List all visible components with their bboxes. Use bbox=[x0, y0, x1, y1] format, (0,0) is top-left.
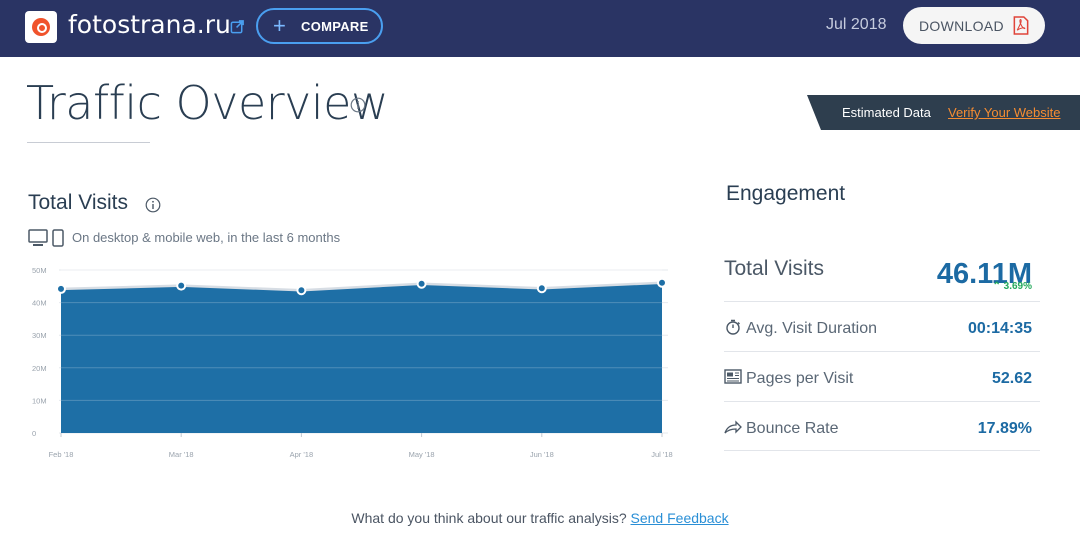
data-point bbox=[536, 283, 547, 294]
x-tick-label: Mar '18 bbox=[169, 450, 194, 459]
total-visits-value: 46.11M bbox=[936, 258, 1032, 290]
pdf-icon bbox=[1013, 16, 1029, 35]
bounce-rate-label: Bounce Rate bbox=[746, 420, 839, 437]
info-icon[interactable] bbox=[350, 97, 366, 113]
pages-per-visit-label: Pages per Visit bbox=[746, 370, 854, 387]
site-name[interactable]: fotostrana.ru bbox=[68, 10, 231, 39]
date-selector[interactable]: Jul 2018 bbox=[826, 16, 887, 33]
y-tick-label: 30M bbox=[32, 331, 47, 340]
x-tick-label: Feb '18 bbox=[49, 450, 74, 459]
top-bar: fotostrana.ru + COMPARE Jul 2018 DOWNLOA… bbox=[0, 0, 1080, 57]
y-tick-label: 40M bbox=[32, 299, 47, 308]
y-tick-label: 50M bbox=[32, 266, 47, 275]
x-tick-label: Jul '18 bbox=[651, 450, 672, 459]
engagement-avg-duration: Avg. Visit Duration 00:14:35 bbox=[724, 302, 1040, 352]
bounce-arrow-icon bbox=[724, 420, 742, 434]
x-tick-label: Apr '18 bbox=[290, 450, 314, 459]
plus-icon: + bbox=[273, 13, 287, 38]
pages-per-visit-value: 52.62 bbox=[991, 370, 1032, 387]
data-point bbox=[296, 285, 307, 296]
avg-duration-label: Avg. Visit Duration bbox=[746, 320, 878, 337]
total-visits-subtitle: On desktop & mobile web, in the last 6 m… bbox=[72, 230, 341, 245]
verify-website-link[interactable]: Verify Your Website bbox=[948, 105, 1061, 120]
engagement-total-visits: Total Visits 46.11M ⌃ 3.69% bbox=[724, 240, 1040, 302]
visits-line bbox=[60, 281, 663, 292]
total-visits-delta: 3.69% bbox=[1003, 281, 1032, 292]
visits-area bbox=[61, 282, 662, 433]
pages-icon bbox=[724, 369, 742, 384]
download-button[interactable]: DOWNLOAD bbox=[903, 7, 1045, 44]
total-visits-chart: 0 10M 20M 30M 40M 50M Feb '18 Mar '18 Apr '18 May… bbox=[32, 266, 673, 459]
feedback-prompt: What do you think about our traffic anal… bbox=[0, 510, 1080, 526]
bounce-rate-value: 17.89% bbox=[977, 420, 1032, 437]
compare-label: COMPARE bbox=[301, 19, 369, 34]
total-visits-label: Total Visits bbox=[724, 257, 824, 280]
arrow-up-icon: ⌃ bbox=[992, 281, 1004, 292]
engagement-bounce-rate: Bounce Rate 17.89% bbox=[724, 402, 1040, 451]
estimated-data-banner: Estimated Data Verify Your Website bbox=[807, 95, 1080, 130]
data-point bbox=[56, 283, 66, 294]
x-tick-label: May '18 bbox=[409, 450, 435, 459]
avg-duration-value: 00:14:35 bbox=[967, 320, 1032, 337]
download-label: DOWNLOAD bbox=[919, 18, 1004, 34]
data-point bbox=[416, 278, 427, 289]
external-link-icon[interactable] bbox=[230, 19, 245, 34]
desktop-mobile-icon bbox=[28, 229, 64, 247]
info-icon[interactable] bbox=[145, 197, 161, 213]
y-tick-label: 10M bbox=[32, 396, 47, 405]
title-divider bbox=[27, 142, 150, 143]
send-feedback-link[interactable]: Send Feedback bbox=[630, 510, 729, 526]
site-favicon-icon bbox=[25, 11, 57, 43]
engagement-title: Engagement bbox=[726, 182, 846, 205]
stopwatch-icon bbox=[726, 319, 740, 335]
total-visits-change: ⌃ 3.69% bbox=[992, 281, 1032, 292]
data-point bbox=[176, 280, 187, 291]
estimated-data-label: Estimated Data bbox=[842, 105, 931, 120]
page-title: Traffic Overview bbox=[26, 76, 389, 130]
data-point bbox=[657, 277, 667, 288]
x-tick-label: Jun '18 bbox=[530, 450, 554, 459]
total-visits-title: Total Visits bbox=[28, 191, 128, 214]
engagement-pages-per-visit: Pages per Visit 52.62 bbox=[724, 352, 1040, 402]
y-tick-label: 0 bbox=[32, 429, 36, 438]
feedback-question: What do you think about our traffic anal… bbox=[351, 510, 627, 526]
y-tick-label: 20M bbox=[32, 364, 47, 373]
compare-button[interactable]: + COMPARE bbox=[256, 8, 383, 44]
